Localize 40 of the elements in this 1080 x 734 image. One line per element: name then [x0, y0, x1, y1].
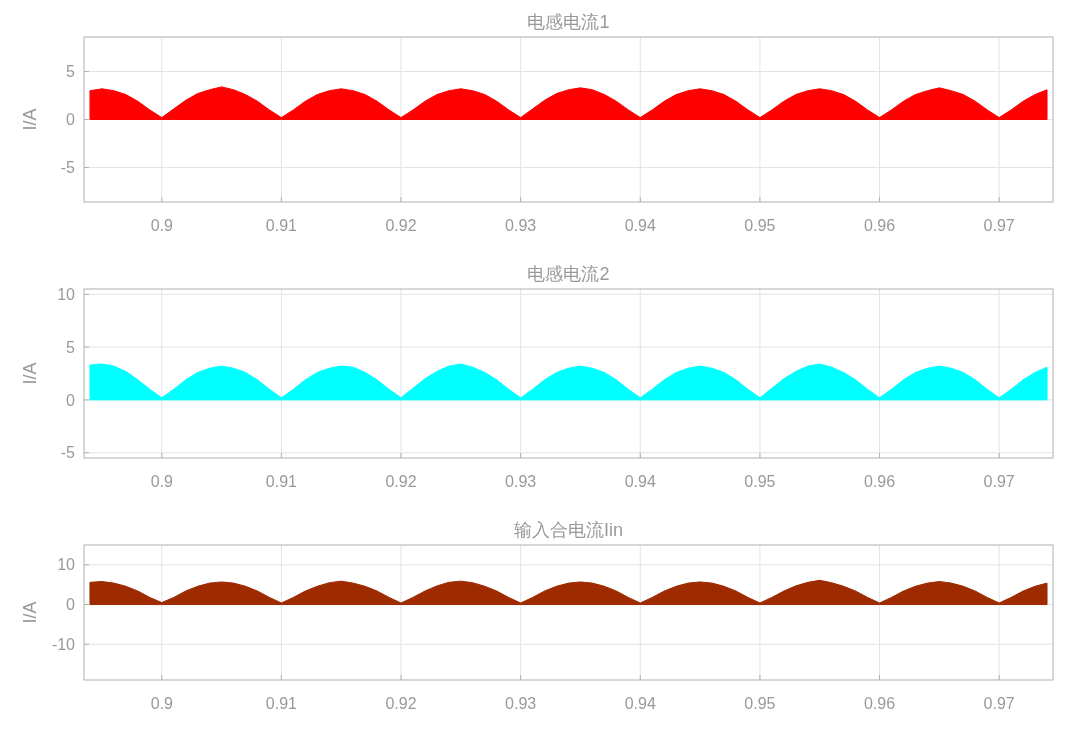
x-tick-label: 0.94 — [624, 695, 656, 712]
y-axis-title: I/A — [20, 362, 40, 385]
x-tick-label: 0.9 — [150, 695, 173, 712]
y-tick-label: -5 — [60, 159, 76, 177]
x-tick-label: 0.95 — [744, 473, 776, 490]
y-tick-label: 5 — [66, 63, 76, 81]
x-tick-label: 0.9 — [150, 217, 173, 234]
x-tick-label: 0.93 — [505, 695, 537, 712]
chart-title: 电感电流1 — [527, 12, 610, 32]
y-tick-label: -10 — [51, 635, 76, 653]
y-tick-label: -5 — [60, 444, 76, 462]
y-tick-label: 10 — [57, 556, 76, 574]
chart-title: 输入合电流Iin — [513, 520, 624, 540]
y-tick-label: 0 — [66, 596, 76, 614]
x-tick-label: 0.94 — [624, 217, 656, 234]
x-tick-label: 0.95 — [744, 217, 776, 234]
x-tick-label: 0.97 — [983, 217, 1015, 234]
x-tick-label: 0.96 — [863, 473, 896, 490]
x-tick-label: 0.94 — [624, 473, 656, 490]
x-tick-label: 0.97 — [983, 473, 1015, 490]
y-axis-title: I/A — [20, 108, 40, 131]
x-tick-label: 0.97 — [983, 695, 1015, 712]
x-tick-label: 0.93 — [505, 473, 537, 490]
y-tick-label: 10 — [57, 285, 76, 303]
x-tick-label: 0.92 — [385, 473, 417, 490]
y-tick-label: 0 — [66, 391, 76, 409]
x-tick-label: 0.91 — [265, 217, 298, 234]
x-tick-label: 0.93 — [505, 217, 537, 234]
y-tick-label: 0 — [66, 111, 76, 129]
x-tick-label: 0.96 — [863, 695, 896, 712]
y-axis-title: I/A — [20, 601, 40, 624]
x-tick-label: 0.92 — [385, 217, 417, 234]
y-tick-label: 5 — [66, 338, 76, 356]
x-tick-label: 0.95 — [744, 695, 776, 712]
x-tick-label: 0.92 — [385, 695, 417, 712]
x-tick-label: 0.91 — [265, 473, 298, 490]
x-tick-label: 0.96 — [863, 217, 896, 234]
chart-title: 电感电流2 — [527, 264, 610, 284]
x-tick-label: 0.9 — [150, 473, 173, 490]
x-tick-label: 0.91 — [265, 695, 298, 712]
